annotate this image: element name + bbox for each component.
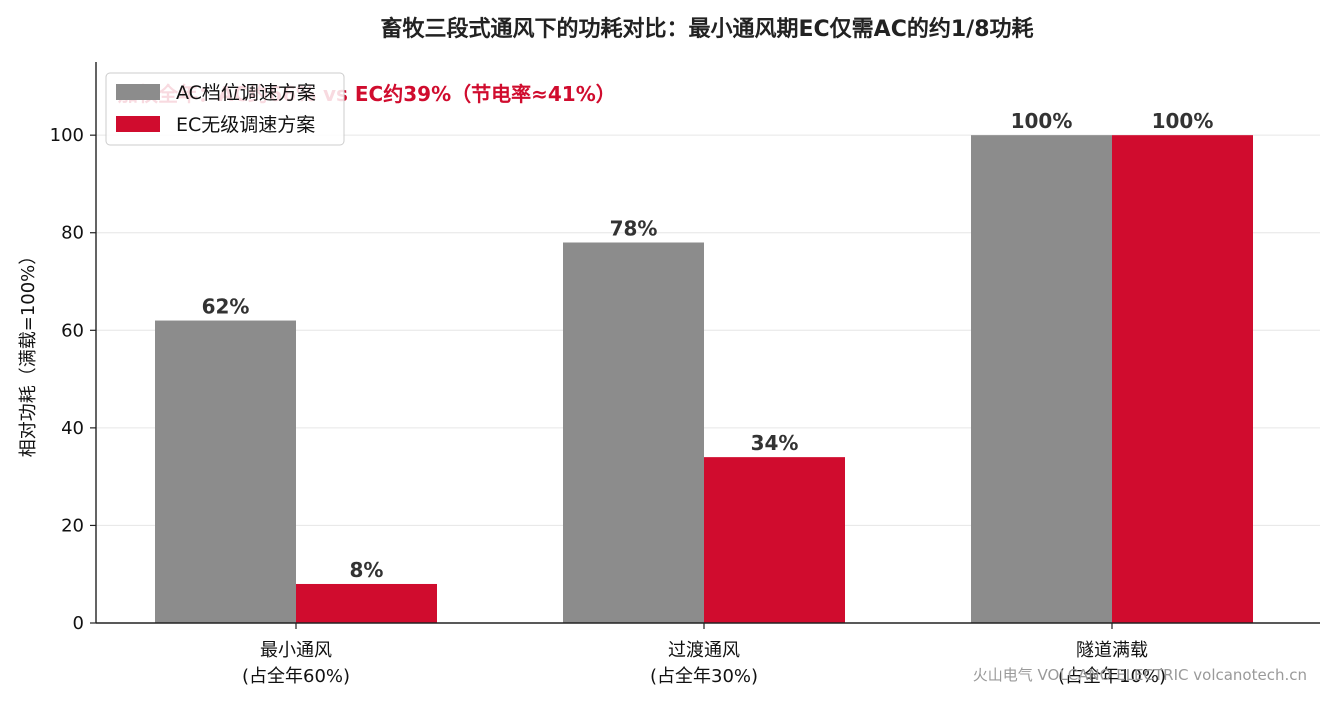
legend-label: AC档位调速方案 [176, 82, 316, 104]
x-tick-line: 隧道满载 [1076, 640, 1148, 661]
legend-swatch [116, 84, 160, 100]
x-tick-label: 隧道满载 (占全年10%) [1058, 640, 1166, 687]
y-tick-label: 100 [50, 125, 84, 146]
y-tick-labels: 0 20 40 60 80 100 [50, 125, 84, 634]
x-tick-label: 最小通风 (占全年60%) [242, 640, 350, 687]
x-tick-line: 最小通风 [260, 640, 332, 661]
legend-label: EC无级调速方案 [176, 114, 315, 136]
data-label: 78% [610, 216, 658, 240]
bar [1112, 135, 1253, 623]
bar [971, 135, 1112, 623]
y-tick-label: 40 [61, 418, 84, 439]
y-tick-label: 80 [61, 223, 84, 244]
axes [90, 62, 1320, 629]
bar [704, 457, 845, 623]
bar [155, 320, 296, 623]
data-label: 100% [1011, 109, 1073, 133]
legend-swatch [116, 116, 160, 132]
bar [296, 583, 437, 623]
data-label: 8% [350, 558, 384, 582]
data-labels: 62% 8% 78% 34% 100% 100% [202, 109, 1214, 582]
legend-box [105, 72, 345, 146]
legend: AC档位调速方案 EC无级调速方案 [105, 72, 345, 146]
data-label: 34% [751, 431, 799, 455]
data-label: 100% [1152, 109, 1214, 133]
x-tick-line: 过渡通风 [668, 640, 740, 661]
x-tick-label: 过渡通风 (占全年30%) [650, 640, 758, 687]
x-tick-line: (占全年10%) [1058, 666, 1166, 687]
y-tick-label: 60 [61, 320, 84, 341]
chart-title: 畜牧三段式通风下的功耗对比：最小通风期EC仅需AC的约1/8功耗 [381, 16, 1034, 42]
y-tick-label: 20 [61, 515, 84, 536]
bar [563, 242, 704, 623]
x-tick-line: (占全年30%) [650, 666, 758, 687]
x-tick-labels: 最小通风 (占全年60%) 过渡通风 (占全年30%) 隧道满载 (占全年10%) [242, 640, 1166, 687]
watermark: 火山电气 VOLCANO ELECTRIC volcanotech.cn [973, 666, 1307, 684]
data-label: 62% [202, 295, 250, 319]
y-axis-label: 相对功耗（满载=100%） [18, 247, 39, 458]
x-tick-line: (占全年60%) [242, 666, 350, 687]
bars [155, 135, 1253, 623]
y-tick-label: 0 [73, 613, 84, 634]
